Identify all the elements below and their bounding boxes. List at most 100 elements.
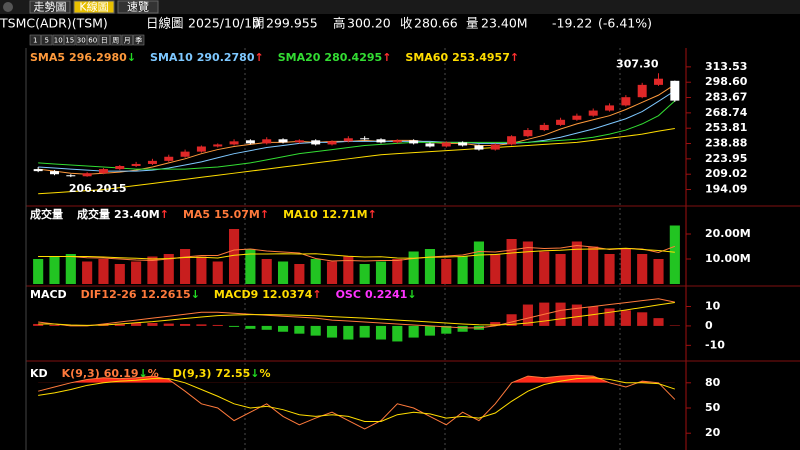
tab-label[interactable]: 走勢圖 bbox=[34, 0, 67, 14]
legend-name: SMA10 bbox=[150, 51, 193, 64]
candle-body bbox=[458, 142, 468, 146]
y-tick-label: 209.02 bbox=[705, 167, 747, 180]
period-label[interactable]: 5 bbox=[45, 37, 49, 45]
y-tick-label: 0 bbox=[705, 319, 713, 332]
candle-body bbox=[507, 136, 517, 145]
header-field: 高 bbox=[333, 16, 346, 31]
indicator-line bbox=[38, 298, 675, 329]
period-button[interactable] bbox=[121, 34, 133, 46]
tab-label[interactable]: K線圖 bbox=[79, 0, 108, 14]
min-price-label: 206.2015 bbox=[69, 182, 127, 195]
bar bbox=[82, 261, 93, 284]
candle-body bbox=[229, 141, 239, 145]
candle-body bbox=[588, 110, 598, 116]
legend-value: 12.0374 bbox=[262, 288, 312, 301]
candle-body bbox=[409, 140, 419, 144]
bar bbox=[392, 325, 403, 342]
candle-body bbox=[376, 139, 386, 143]
legend-value: 15.07M bbox=[214, 208, 260, 221]
indicator-line bbox=[38, 374, 676, 430]
period-button[interactable] bbox=[64, 34, 76, 46]
period-label[interactable]: 1 bbox=[33, 37, 37, 45]
bar bbox=[506, 239, 517, 284]
y-tick-label: 80 bbox=[705, 376, 721, 389]
indicator-line bbox=[38, 247, 675, 260]
period-label[interactable]: 周 bbox=[112, 37, 119, 45]
period-button[interactable] bbox=[75, 34, 87, 46]
bar bbox=[49, 256, 60, 284]
legend-title: MACD bbox=[30, 288, 67, 301]
bar bbox=[261, 325, 272, 330]
bar bbox=[637, 254, 648, 284]
candle-body bbox=[523, 130, 533, 137]
y-tick-label: 194.09 bbox=[705, 183, 747, 196]
bar bbox=[571, 241, 582, 284]
legend-title: 成交量 bbox=[30, 207, 63, 221]
y-tick-label: 20 bbox=[705, 426, 721, 439]
legend-value: 0.2241 bbox=[365, 288, 407, 301]
period-label[interactable]: 10 bbox=[54, 37, 63, 45]
bar bbox=[522, 241, 533, 284]
tab[interactable] bbox=[73, 0, 115, 14]
bar bbox=[375, 325, 387, 340]
bar bbox=[147, 256, 158, 284]
bar bbox=[229, 325, 240, 327]
bar bbox=[131, 323, 142, 326]
period-label[interactable]: 日 bbox=[101, 37, 108, 45]
legend: KD K(9,3) 60.19↓% D(9,3) 72.55↓% bbox=[30, 367, 271, 380]
bar bbox=[620, 249, 631, 284]
period-button[interactable] bbox=[133, 34, 145, 46]
bar bbox=[261, 259, 272, 284]
legend: SMA5 296.2980↓ SMA10 290.2780↑ SMA20 280.4295… bbox=[30, 51, 519, 64]
legend-unit: % bbox=[148, 367, 159, 380]
bar bbox=[180, 323, 191, 326]
period-label[interactable]: 季 bbox=[135, 36, 142, 45]
period-button[interactable] bbox=[87, 34, 99, 46]
candle-body bbox=[490, 144, 500, 150]
bar bbox=[310, 259, 321, 284]
period-button[interactable] bbox=[110, 34, 122, 46]
legend-unit: % bbox=[259, 367, 270, 380]
bar bbox=[424, 249, 436, 284]
tab-label[interactable]: 速覽 bbox=[127, 1, 149, 14]
legend-trend: ↑ bbox=[382, 51, 391, 64]
period-label[interactable]: 60 bbox=[88, 37, 97, 45]
period-label[interactable]: 30 bbox=[77, 37, 86, 45]
moving-average bbox=[38, 90, 676, 172]
bar bbox=[114, 323, 125, 326]
bar bbox=[229, 229, 240, 284]
candle-body bbox=[572, 115, 582, 120]
tab[interactable] bbox=[29, 0, 71, 14]
bar bbox=[473, 241, 484, 284]
legend-trend: ↓ bbox=[250, 367, 259, 380]
period-button[interactable] bbox=[29, 34, 41, 46]
header-field: 23.40M bbox=[481, 16, 528, 31]
y-tick-label: 298.60 bbox=[705, 75, 748, 88]
bar bbox=[196, 256, 207, 284]
moving-average bbox=[38, 100, 676, 170]
menu-icon[interactable] bbox=[3, 2, 13, 12]
candle-body bbox=[327, 141, 337, 145]
bar bbox=[114, 264, 125, 284]
legend-trend: ↑ bbox=[255, 51, 264, 64]
y-tick-label: 268.74 bbox=[705, 106, 748, 119]
tab[interactable] bbox=[117, 0, 159, 14]
header-field: 日線圖 bbox=[146, 16, 184, 31]
candle-body bbox=[147, 160, 157, 164]
period-label[interactable]: 月 bbox=[124, 37, 131, 45]
bar bbox=[604, 308, 615, 326]
candle-body bbox=[343, 138, 353, 142]
bar bbox=[277, 325, 289, 332]
candle-body bbox=[360, 138, 370, 140]
legend-name: K(9,3) bbox=[62, 367, 100, 380]
legend-name: D(9,3) bbox=[173, 367, 212, 380]
bar bbox=[163, 323, 174, 326]
legend-trend: ↑ bbox=[160, 208, 169, 221]
period-label[interactable]: 15 bbox=[65, 37, 74, 45]
bar bbox=[65, 254, 76, 284]
period-button[interactable] bbox=[52, 34, 64, 46]
period-button[interactable] bbox=[41, 34, 53, 46]
period-button[interactable] bbox=[98, 34, 110, 46]
bar bbox=[408, 325, 419, 338]
